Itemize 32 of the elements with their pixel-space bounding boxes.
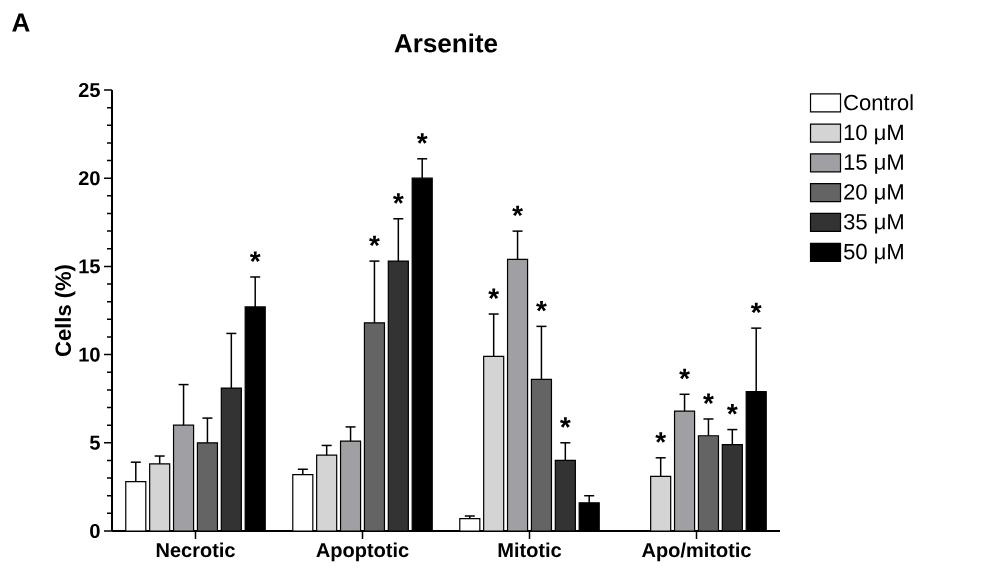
legend-label: 35 μM xyxy=(843,213,903,234)
y-tick-label: 0 xyxy=(90,523,100,539)
legend-label: Control xyxy=(844,94,913,111)
y-tick-label: 10 xyxy=(79,347,100,362)
x-tick-label: Mitotic xyxy=(498,542,562,558)
data-label: * xyxy=(679,368,690,380)
x-tick-label: Necrotic xyxy=(156,542,235,558)
y-tick-label: 20 xyxy=(78,171,100,186)
legend-label: 20 μM xyxy=(844,184,903,204)
data-label: * xyxy=(369,235,380,247)
y-tick-label: 5 xyxy=(89,435,100,450)
x-tick-label: Apoptotic xyxy=(316,542,409,562)
y-tick-label: 25 xyxy=(78,82,100,98)
data-label: * xyxy=(559,417,571,428)
data-label: * xyxy=(488,288,500,299)
chart-title: Arsenite xyxy=(394,33,498,53)
legend-label: 15 μM xyxy=(844,154,903,174)
data-label: * xyxy=(512,205,523,217)
data-label: * xyxy=(703,393,714,404)
data-label: * xyxy=(416,133,428,144)
legend-label: 50 μM xyxy=(844,243,903,264)
y-axis-title: Cells (%) xyxy=(54,265,76,357)
data-label: * xyxy=(536,300,547,312)
legend-label: 10 μM xyxy=(844,124,903,145)
data-label: * xyxy=(392,193,404,204)
data-label: * xyxy=(750,302,762,314)
data-label: * xyxy=(655,432,667,443)
x-tick-label: Apo/mitotic xyxy=(642,542,751,562)
data-label: * xyxy=(726,404,738,415)
text: A xyxy=(12,13,30,32)
data-label: * xyxy=(249,251,261,262)
y-tick-label: 15 xyxy=(79,259,100,274)
